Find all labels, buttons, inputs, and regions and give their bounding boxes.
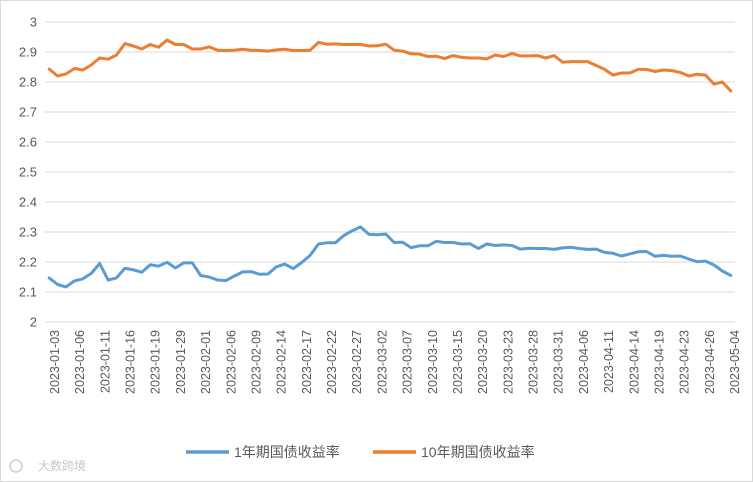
x-axis-ticks: 2023-01-03 2023-01-06 2023-01-11 2023-01-16…: [48, 330, 742, 394]
x-tick-label: 2023-03-28: [527, 330, 541, 394]
watermark: 大数跨境: [9, 458, 86, 473]
x-tick-label: 2023-02-22: [325, 330, 339, 394]
x-tick-label: 2023-02-06: [224, 330, 238, 394]
y-tick-label: 2.9: [19, 45, 37, 60]
x-tick-label: 2023-01-29: [174, 330, 188, 394]
x-tick-label: 2023-03-10: [426, 330, 440, 394]
y-axis-ticks: 2 2.1 2.2 2.3 2.4 2.5 2.6 2.7 2.8 2.9 3: [19, 15, 37, 330]
x-tick-label: 2023-02-14: [275, 330, 289, 394]
x-tick-label: 2023-03-31: [552, 330, 566, 394]
x-tick-label: 2023-04-26: [703, 330, 717, 394]
x-tick-label: 2023-02-01: [199, 330, 213, 394]
x-tick-label: 2023-03-20: [476, 330, 490, 394]
legend-label-1y: 1年期国债收益率: [234, 444, 340, 460]
y-tick-label: 2.4: [19, 195, 37, 210]
y-tick-label: 2.3: [19, 225, 37, 240]
x-tick-label: 2023-04-14: [627, 330, 641, 394]
y-tick-label: 2.8: [19, 75, 37, 90]
x-tick-label: 2023-03-02: [375, 330, 389, 394]
y-tick-label: 2.7: [19, 105, 37, 120]
y-tick-label: 2: [30, 315, 37, 330]
gridlines: [45, 21, 735, 323]
x-tick-label: 2023-01-16: [124, 330, 138, 394]
x-tick-label: 2023-04-11: [602, 330, 616, 393]
y-tick-label: 2.1: [19, 285, 37, 300]
y-tick-label: 2.5: [19, 165, 37, 180]
series-line-10y: [47, 38, 733, 93]
x-tick-label: 2023-03-23: [501, 330, 515, 394]
legend: 1年期国债收益率 10年期国债收益率: [186, 444, 535, 460]
x-tick-label: 2023-04-06: [577, 330, 591, 394]
x-tick-label: 2023-02-17: [300, 330, 314, 394]
x-tick-label: 2023-02-27: [350, 330, 364, 394]
watermark-text: 大数跨境: [38, 458, 86, 473]
y-tick-label: 3: [30, 15, 37, 30]
x-tick-label: 2023-02-09: [249, 330, 263, 394]
x-tick-label: 2023-04-19: [652, 330, 666, 394]
y-tick-label: 2.2: [19, 255, 37, 270]
x-tick-label: 2023-03-15: [451, 330, 465, 394]
legend-label-10y: 10年期国债收益率: [421, 444, 535, 460]
x-tick-label: 2023-03-07: [401, 330, 415, 394]
series-line-1y: [47, 225, 733, 289]
x-tick-label: 2023-04-23: [678, 330, 692, 394]
x-tick-label: 2023-01-19: [149, 330, 163, 394]
watermark-logo-icon: [9, 459, 23, 473]
x-tick-label: 2023-01-06: [73, 330, 87, 394]
y-tick-label: 2.6: [19, 135, 37, 150]
x-tick-label: 2023-05-04: [728, 330, 742, 394]
series-lines: [47, 38, 733, 289]
x-tick-label: 2023-01-11: [98, 330, 112, 393]
x-tick-label: 2023-01-03: [48, 330, 62, 394]
